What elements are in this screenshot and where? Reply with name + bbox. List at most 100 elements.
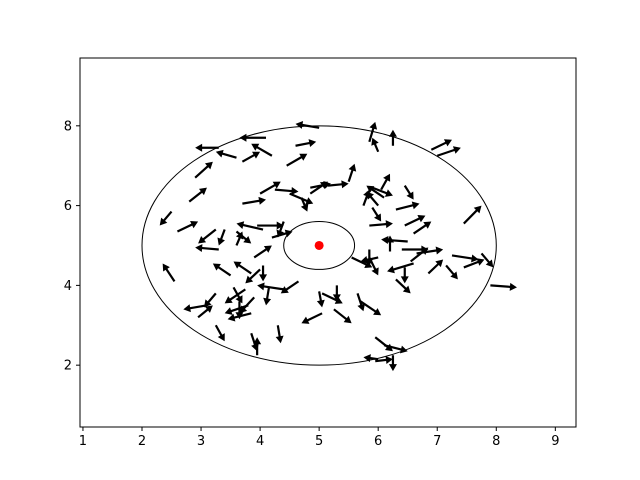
quiver-arrow — [404, 215, 426, 227]
quiver-arrow — [159, 210, 173, 226]
quiver-arrow — [276, 221, 285, 238]
quiver-arrow — [333, 308, 352, 324]
quiver-arrow — [263, 287, 272, 306]
quiver-arrow — [162, 263, 176, 282]
quiver-arrow — [395, 278, 411, 294]
quiver-arrow — [204, 292, 217, 308]
quiver-arrow — [387, 262, 414, 274]
quiver-arrow — [400, 267, 409, 284]
quiver-arrow — [463, 205, 482, 225]
y-tick-label: 8 — [64, 119, 72, 134]
quiver-arrow — [371, 137, 380, 153]
x-axis: 1 2 3 4 5 6 7 8 9 — [79, 427, 559, 449]
quiver-arrow — [275, 325, 284, 344]
x-tick-label: 7 — [433, 434, 441, 449]
center-layer — [314, 240, 324, 250]
quiver-arrow — [217, 229, 226, 246]
quiver-arrow — [271, 229, 293, 239]
quiver-arrow — [386, 235, 394, 252]
quiver-arrow — [351, 256, 373, 268]
quiver-arrow — [371, 207, 382, 222]
quiver-arrow — [295, 139, 317, 148]
quiver-arrow — [430, 139, 452, 151]
quiver-arrow — [363, 354, 379, 363]
quiver-arrow — [316, 291, 325, 308]
quiver-arrow — [235, 301, 244, 320]
quiver-arrow — [198, 228, 217, 244]
x-tick-label: 2 — [138, 434, 146, 449]
y-tick-label: 4 — [64, 279, 72, 294]
y-tick-label: 2 — [64, 359, 72, 374]
x-tick-label: 8 — [492, 434, 500, 449]
plot-frame — [79, 57, 577, 428]
quiver-arrow — [257, 282, 284, 291]
quiver-arrow — [403, 185, 414, 200]
x-tick-label: 1 — [79, 434, 87, 449]
quiver-arrow — [368, 121, 378, 143]
quiver-arrow — [224, 304, 249, 315]
quiver-arrow — [300, 197, 309, 212]
quiver-arrow — [310, 181, 331, 189]
quiver-arrow — [371, 186, 393, 197]
quiver-arrow — [463, 258, 485, 269]
quiver-arrow — [241, 151, 261, 163]
quiver-arrow — [232, 286, 243, 304]
x-tick-label: 4 — [256, 434, 264, 449]
quiver-arrow — [195, 143, 219, 152]
quiver-arrow — [253, 245, 272, 259]
quiver-arrow — [388, 129, 397, 146]
quiver-arrow — [332, 285, 341, 302]
quiver-arrow — [301, 312, 323, 324]
quiver-arrow — [436, 146, 461, 157]
quiver-arrow — [259, 181, 281, 195]
inner-ellipse — [283, 221, 356, 270]
outer-ellipse — [141, 125, 497, 366]
x-tick-label: 5 — [315, 434, 323, 449]
quiver-arrow — [366, 191, 380, 207]
quiver-arrow — [280, 280, 300, 294]
quiver-arrow — [369, 220, 393, 229]
quiver-arrow — [445, 264, 458, 280]
quiver-arrow — [286, 153, 308, 167]
quiver-arrow — [409, 247, 429, 263]
quiver-arrow — [388, 355, 397, 372]
x-tick-label: 6 — [374, 434, 382, 449]
plot-area — [80, 58, 576, 427]
quiver-arrow — [359, 300, 382, 316]
x-tick-label: 9 — [551, 434, 559, 449]
quiver-arrow — [236, 221, 264, 231]
quiver-arrow — [245, 268, 261, 284]
quiver-arrow — [274, 187, 299, 196]
quiver-arrow — [188, 187, 207, 203]
quiver-arrow — [194, 161, 213, 179]
quiver-arrow — [251, 143, 273, 157]
quiver-arrow — [235, 230, 252, 244]
quiver-arrow — [224, 288, 246, 304]
quiver-arrow — [366, 185, 385, 199]
quiver-arrow — [257, 221, 284, 230]
quiver-arrow — [197, 305, 213, 319]
x-tick-label: 3 — [197, 434, 205, 449]
arrow-layer — [159, 121, 517, 372]
quiver-arrow — [176, 221, 199, 233]
quiver-arrow — [214, 324, 225, 342]
quiver-arrow — [215, 149, 237, 159]
quiver-arrow — [368, 256, 379, 276]
quiver-arrow — [242, 196, 266, 205]
quiver-arrow — [183, 304, 208, 313]
quiver-arrow — [395, 201, 420, 211]
quiver-arrow — [413, 221, 432, 235]
quiver-arrow — [295, 121, 320, 129]
quiver-arrow — [212, 263, 232, 277]
y-axis: 2 4 6 8 — [64, 119, 80, 374]
quiver-arrow — [321, 292, 343, 304]
quiver-arrow — [327, 180, 349, 189]
quiver-arrow — [490, 282, 517, 291]
quiver-arrow — [374, 336, 393, 352]
quiver-arrow — [375, 355, 393, 364]
center-point — [314, 240, 324, 250]
quiver-arrow — [233, 261, 252, 275]
quiver-arrow — [360, 256, 379, 264]
quiver-arrow — [347, 163, 357, 183]
